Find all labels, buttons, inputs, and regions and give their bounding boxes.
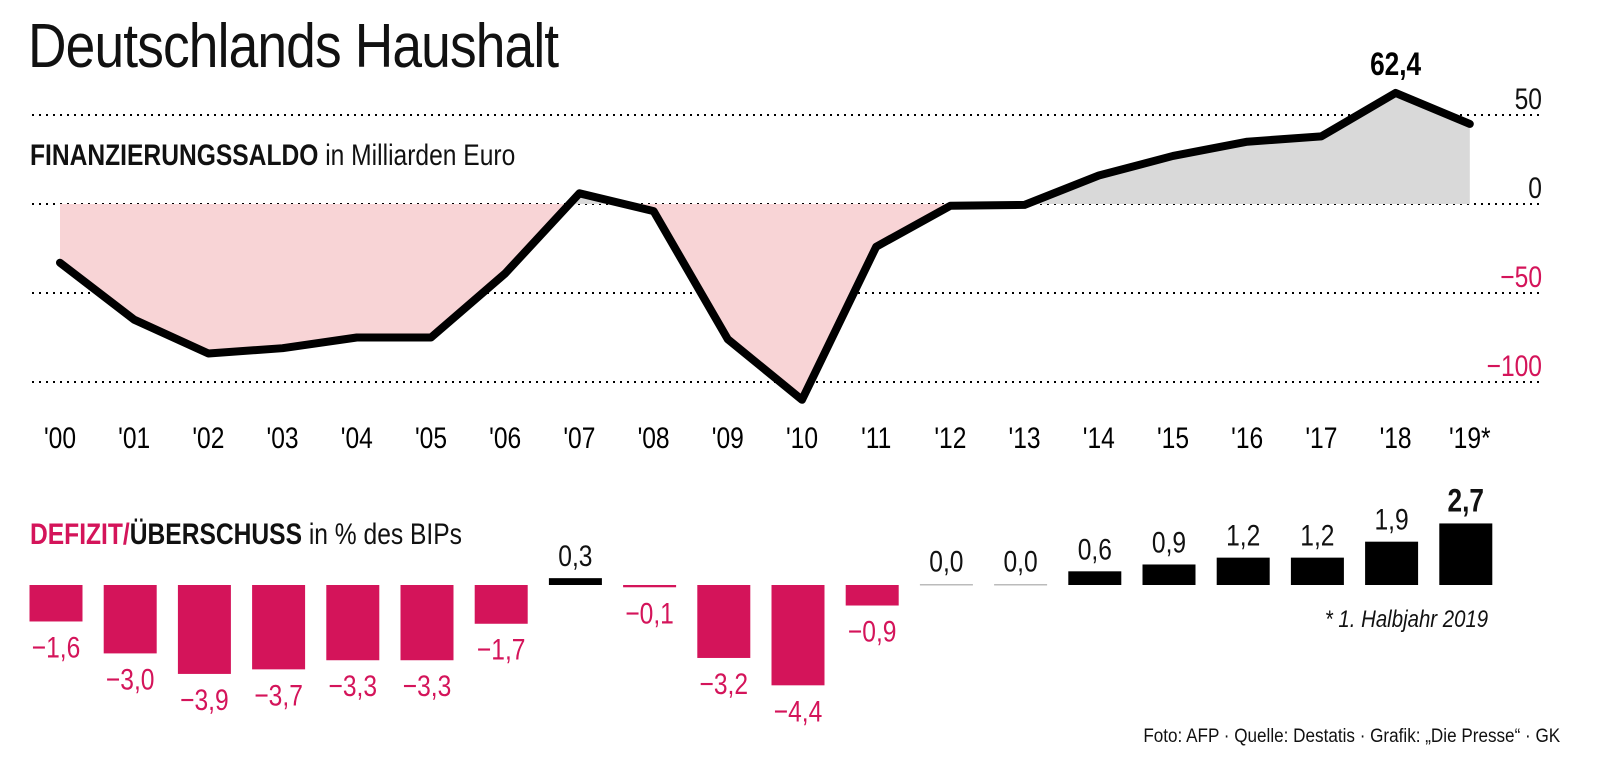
x-tick-label: '05 (415, 421, 447, 455)
bar-value-label: 1,2 (1226, 518, 1260, 552)
bar-value-label: 0,6 (1078, 532, 1112, 566)
bar (697, 585, 751, 658)
deficit-area (60, 204, 570, 354)
bar (771, 585, 825, 686)
bar-value-label: 2,7 (1448, 484, 1484, 519)
bar (1216, 557, 1270, 585)
bar (919, 584, 973, 586)
x-tick-label: '10 (786, 421, 818, 455)
x-tick-label: '11 (861, 421, 891, 455)
x-tick-label: '19* (1449, 421, 1491, 455)
source-credit: Foto: AFP · Quelle: Destatis · Grafik: „… (1143, 726, 1560, 747)
bar (400, 585, 454, 661)
x-tick-label: '13 (1009, 421, 1041, 455)
y-tick-label: −100 (1487, 349, 1542, 383)
x-tick-label: '00 (44, 421, 76, 455)
y-tick-label: −50 (1500, 260, 1542, 294)
x-tick-label: '14 (1083, 421, 1115, 455)
bar-value-label: −3,7 (254, 678, 303, 712)
x-tick-label: '01 (118, 421, 150, 455)
x-tick-label: '03 (267, 421, 299, 455)
subtitle-bold: FINANZIERUNGSSALDO (30, 139, 319, 172)
bar-value-label: 1,9 (1375, 502, 1409, 536)
x-tick-label: '09 (712, 421, 744, 455)
footnote: * 1. Halbjahr 2019 (1324, 606, 1488, 633)
x-tick-label: '16 (1231, 421, 1263, 455)
y-tick-label: 50 (1515, 82, 1542, 116)
bar-value-label: −3,3 (329, 669, 378, 703)
bar-value-label: −1,7 (477, 632, 526, 666)
x-tick-label: '15 (1157, 421, 1189, 455)
bar (845, 585, 899, 606)
bar-value-label: 0,3 (558, 539, 592, 573)
bar-value-label: −0,1 (625, 596, 674, 630)
bar-value-label: 0,0 (1004, 544, 1038, 578)
subtitle-rest: in Milliarden Euro (318, 139, 516, 172)
subtitle-surplus: ÜBERSCHUSS (129, 518, 302, 551)
bar (1068, 571, 1122, 585)
peak-value-label: 62,4 (1370, 48, 1422, 83)
bar (1365, 541, 1419, 585)
bar-value-label: −1,6 (32, 630, 81, 664)
x-tick-label: '07 (563, 421, 595, 455)
bar (1142, 564, 1196, 585)
x-tick-label: '06 (489, 421, 521, 455)
bar-value-label: −3,9 (180, 683, 229, 717)
x-tick-label: '02 (192, 421, 224, 455)
bar-value-label: −3,0 (106, 662, 155, 696)
bar (103, 585, 157, 654)
bar (1290, 557, 1344, 585)
bar (623, 585, 677, 588)
bar (1439, 523, 1493, 585)
bar (177, 585, 231, 674)
subtitle-rest: in % des BIPs (301, 518, 462, 551)
x-tick-label: '08 (638, 421, 670, 455)
bar-value-label: −0,9 (848, 614, 897, 648)
surplus-area (1026, 92, 1470, 204)
y-tick-label: 0 (1528, 171, 1542, 205)
bar (252, 585, 306, 670)
x-tick-label: '12 (934, 421, 966, 455)
bar-value-label: −3,2 (700, 667, 749, 701)
x-tick-label: '17 (1305, 421, 1337, 455)
bar-value-label: −3,3 (403, 669, 452, 703)
bar-chart-subtitle: DEFIZIT/ÜBERSCHUSS in % des BIPs (30, 520, 462, 550)
bar-value-label: 0,9 (1152, 525, 1186, 559)
area-chart-subtitle: FINANZIERUNGSSALDO in Milliarden Euro (30, 141, 515, 171)
bar (548, 578, 602, 585)
x-tick-label: '18 (1380, 421, 1412, 455)
bar-value-label: 0,0 (929, 544, 963, 578)
bar-value-label: −4,4 (774, 694, 823, 728)
series-line (56, 88, 1474, 404)
subtitle-deficit: DEFIZIT/ (30, 518, 130, 551)
x-tick-label: '04 (341, 421, 373, 455)
bar (994, 584, 1048, 586)
bar (29, 585, 83, 622)
chart-title: Deutschlands Haushalt (28, 12, 559, 81)
bar (474, 585, 528, 624)
bar (326, 585, 380, 661)
bar-value-label: 1,2 (1300, 518, 1334, 552)
deficit-area (623, 204, 1027, 400)
